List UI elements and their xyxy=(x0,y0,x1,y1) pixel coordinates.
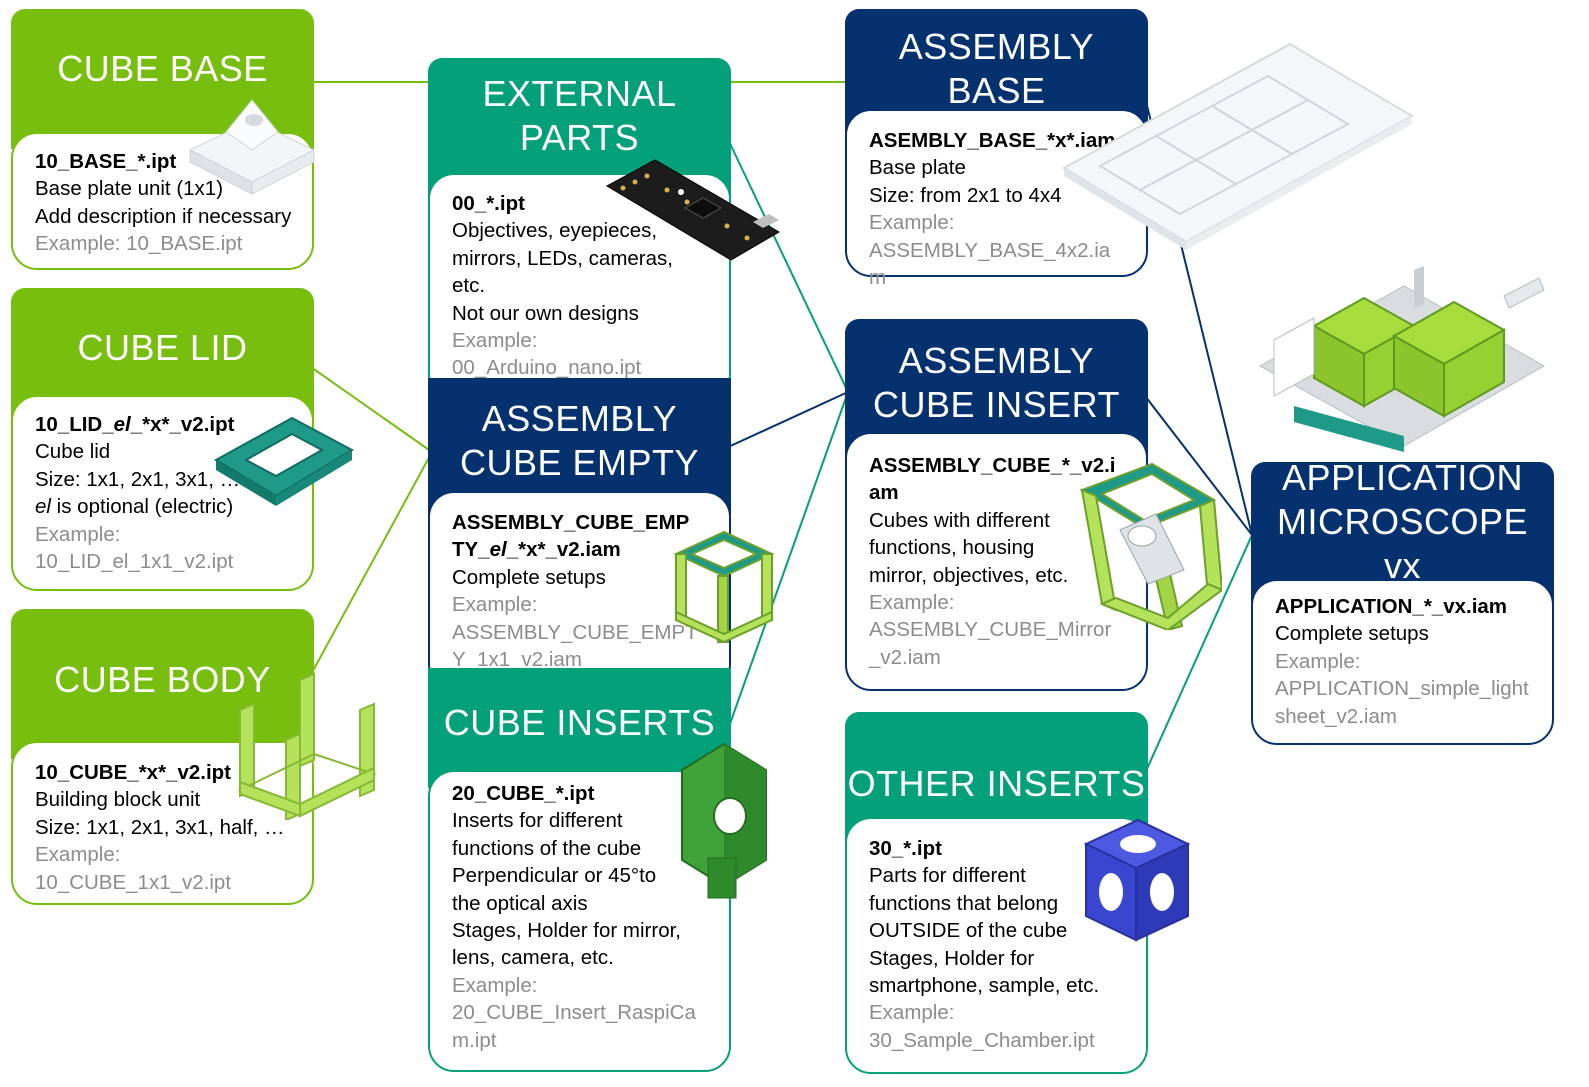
base-grid-icon xyxy=(1062,42,1415,250)
assembly-cube-empty-example-label: Example: xyxy=(452,593,538,617)
cube-inserts-line-2: functions of the cube xyxy=(452,836,642,860)
cube-body-example: 10_CUBE_1x1_v2.ipt xyxy=(35,870,232,894)
cube-body-file: 10_CUBE_*x*_v2.ipt xyxy=(35,761,231,784)
cube-base-body: 10_BASE_*.ipt Base plate unit (1x1) Add … xyxy=(11,132,314,270)
assembly-cube-empty-file: ASSEMBLY_CUBE_EMPTY_el_*x*_v2.iam xyxy=(452,511,690,562)
cube-inserts-example-label: Example: xyxy=(452,973,538,997)
cube-inserts-example: 20_CUBE_Insert_RaspiCam.ipt xyxy=(452,1001,696,1052)
cube-body-card: CUBE BODY 10_CUBE_*x*_v2.ipt Building bl… xyxy=(11,609,314,905)
blue-cube-icon xyxy=(1083,818,1191,942)
cube-inserts-line-5: Stages, Holder for mirror, xyxy=(452,919,681,943)
connector-other xyxy=(1141,534,1253,781)
assembly-base-line-2: Size: from 2x1 to 4x4 xyxy=(869,183,1062,207)
cube-base-line-1: Base plate unit (1x1) xyxy=(35,177,224,201)
other-inserts-line-4: Stages, Holder for xyxy=(869,946,1035,970)
cube-inserts-line-4: the optical axis xyxy=(452,891,588,915)
other-inserts-line-5: smartphone, sample, etc. xyxy=(869,974,1100,998)
assembly-base-example: ASSEMBLY_BASE_4x2.iam xyxy=(869,238,1111,290)
cube-body-line-1: Building block unit xyxy=(35,788,201,812)
connector-empty xyxy=(725,391,849,449)
cube-inserts-file: 20_CUBE_*.ipt xyxy=(452,782,595,805)
assembly-base-line-1: Base plate xyxy=(869,156,966,180)
cube-inserts-line-3: Perpendicular or 45°to xyxy=(452,864,657,888)
cube-inserts-title: CUBE INSERTS xyxy=(428,668,731,788)
assembly-cube-insert-line-1: Cubes with different xyxy=(869,508,1050,532)
cube-base-card: CUBE BASE 10_BASE_*.ipt Base plate unit … xyxy=(11,9,314,270)
cube-inserts-card: CUBE INSERTS 20_CUBE_*.ipt Inserts for d… xyxy=(428,668,731,1072)
connector-body xyxy=(307,451,433,681)
cube-inserts-line-1: Inserts for different xyxy=(452,809,623,833)
connector-inserts xyxy=(725,391,849,736)
application-file: APPLICATION_*_vx.iam xyxy=(1275,595,1508,618)
assembly-base-file: ASEMBLY_BASE_*x*.iam xyxy=(869,129,1116,152)
application-title: APPLICATION MICROSCOPE vx xyxy=(1251,457,1554,602)
insert-holder-icon xyxy=(681,742,767,899)
external-parts-line-4: Not our own designs xyxy=(452,301,639,325)
cube-lid-line-2: Size: 1x1, 2x1, 3x1, … xyxy=(35,467,241,491)
cube-lid-example: 10_LID_el_1x1_v2.ipt xyxy=(35,550,234,574)
assembly-cube-insert-example-label: Example: xyxy=(869,591,955,615)
cube-body-line-2: Size: 1x1, 2x1, 3x1, half, … xyxy=(35,815,285,839)
assembly-cube-insert-line-3: mirror, objectives, etc. xyxy=(869,563,1069,587)
cube-body-body: 10_CUBE_*x*_v2.ipt Building block unit S… xyxy=(11,741,314,905)
external-parts-line-1: Objectives, eyepieces, xyxy=(452,219,658,243)
cube-base-line-2: Add description if necessary xyxy=(35,204,292,228)
assembly-cube-empty-example: ASSEMBLY_CUBE_EMPTY_1x1_v2.iam xyxy=(452,620,698,672)
external-parts-line-3: etc. xyxy=(452,274,486,298)
application-example-label: Example: xyxy=(1275,649,1361,673)
cube-lid-body: 10_LID_el_*x*_v2.ipt Cube lid Size: 1x1,… xyxy=(11,395,314,591)
assembly-cube-insert-file: ASSEMBLY_CUBE_*_v2.iam xyxy=(869,454,1116,505)
other-inserts-line-2: functions that belong xyxy=(869,891,1059,915)
application-example: APPLICATION_simple_lightsheet_v2.iam xyxy=(1275,677,1529,728)
cube-body-icon xyxy=(237,672,377,820)
external-parts-file: 00_*.ipt xyxy=(452,192,525,215)
cube-lid-line-1: Cube lid xyxy=(35,440,111,464)
external-parts-line-2: mirrors, LEDs, cameras, xyxy=(452,246,673,270)
other-inserts-line-1: Parts for different xyxy=(869,864,1026,888)
lid-frame-icon xyxy=(213,416,355,506)
cube-base-example: Example: 10_BASE.ipt xyxy=(35,232,243,256)
empty-cube-icon xyxy=(673,530,775,644)
external-parts-card: EXTERNAL PARTS 00_*.ipt Objectives, eyep… xyxy=(428,58,731,400)
other-inserts-example: 30_Sample_Chamber.ipt xyxy=(869,1028,1095,1052)
assembly-cube-insert-card: ASSEMBLY CUBE INSERT ASSEMBLY_CUBE_*_v2.… xyxy=(845,319,1148,691)
external-parts-example: 00_Arduino_nano.ipt xyxy=(452,356,642,380)
connector-external xyxy=(725,134,849,393)
cube-body-title: CUBE BODY xyxy=(11,609,314,759)
external-parts-example-label: Example: xyxy=(452,329,538,353)
other-inserts-line-3: OUTSIDE of the cube xyxy=(869,919,1068,943)
connector-lid xyxy=(307,364,433,453)
cube-inserts-body: 20_CUBE_*.ipt Inserts for different func… xyxy=(428,770,731,1072)
cube-lid-file: 10_LID_el_*x*_v2.ipt xyxy=(35,413,235,436)
assembly-base-example-label: Example: xyxy=(869,211,955,235)
application-card: APPLICATION MICROSCOPE vx APPLICATION_*_… xyxy=(1251,457,1554,745)
connector-cube-insert xyxy=(1141,391,1253,536)
cube-insert-icon xyxy=(1079,462,1222,630)
arduino-board-icon xyxy=(605,159,780,261)
cube-lid-example-label: Example: xyxy=(35,522,121,546)
assembly-base-card: ASSEMBLY BASE ASEMBLY_BASE_*x*.iam Base … xyxy=(845,9,1148,289)
assembly-cube-empty-line-1: Complete setups xyxy=(452,565,606,589)
other-inserts-body: 30_*.ipt Parts for different functions t… xyxy=(845,817,1148,1074)
other-inserts-example-label: Example: xyxy=(869,1001,955,1025)
cube-base-file: 10_BASE_*.ipt xyxy=(35,150,177,173)
cube-lid-note: el is optional (electric) xyxy=(35,495,234,519)
cube-inserts-line-6: lens, camera, etc. xyxy=(452,946,614,970)
assembly-cube-insert-example: ASSEMBLY_CUBE_Mirror_v2.iam xyxy=(869,618,1112,669)
other-inserts-card: OTHER INSERTS 30_*.ipt Parts for differe… xyxy=(845,712,1148,1074)
base-plate-icon xyxy=(188,99,316,195)
assembly-cube-insert-line-2: functions, housing xyxy=(869,536,1035,560)
other-inserts-file: 30_*.ipt xyxy=(869,837,942,860)
cube-lid-card: CUBE LID 10_LID_el_*x*_v2.ipt Cube lid S… xyxy=(11,288,314,591)
cube-body-example-label: Example: xyxy=(35,843,121,867)
application-line-1: Complete setups xyxy=(1275,622,1429,646)
microscope-assembly-icon xyxy=(1258,266,1546,452)
application-body: APPLICATION_*_vx.iam Complete setups Exa… xyxy=(1251,579,1554,745)
